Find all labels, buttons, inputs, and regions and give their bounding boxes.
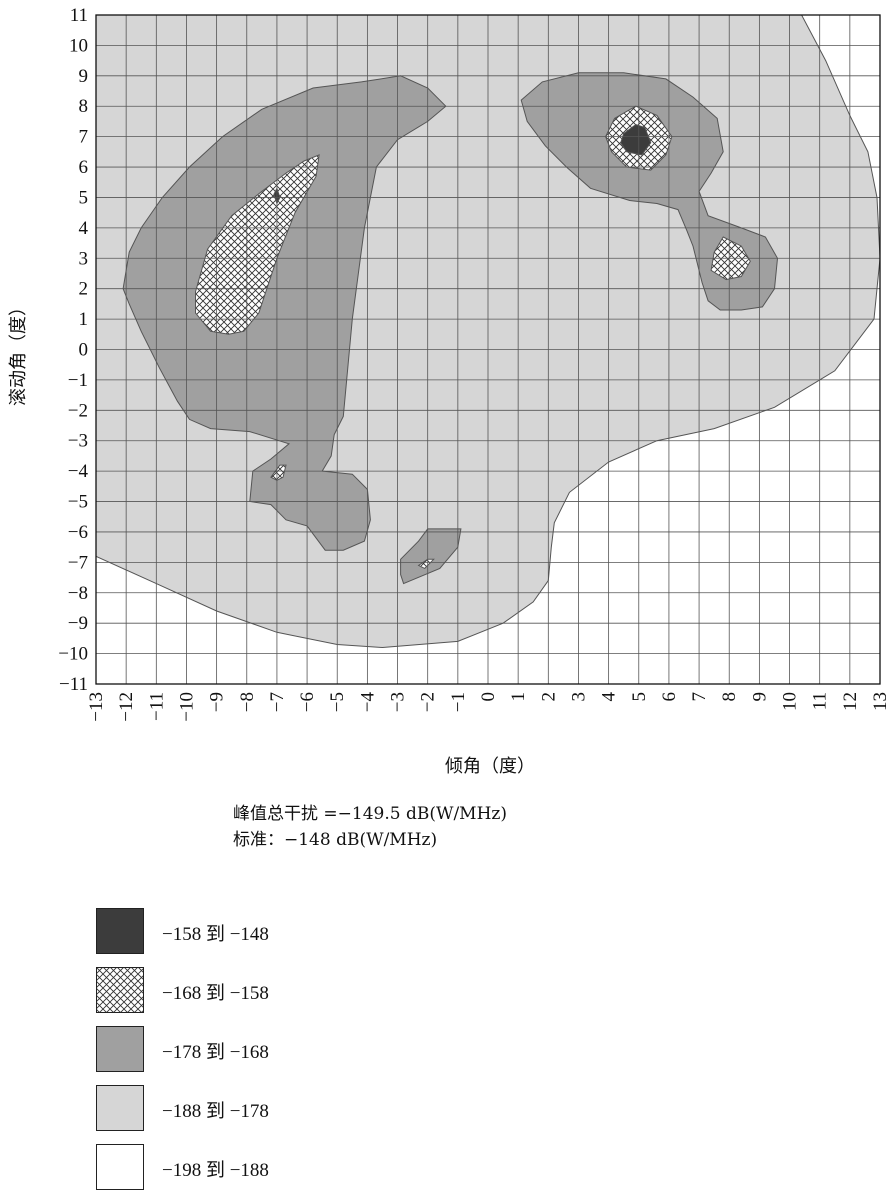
legend-swatch-fill bbox=[96, 908, 144, 954]
x-axis-label: 倾角（度） bbox=[445, 756, 535, 777]
y-tick-label: 2 bbox=[79, 279, 89, 300]
contour-region bbox=[620, 123, 652, 156]
x-tick-label: 6 bbox=[659, 692, 680, 702]
x-tick-label: 4 bbox=[599, 692, 620, 702]
x-tick-label: −5 bbox=[327, 692, 348, 712]
y-tick-label: −11 bbox=[59, 674, 88, 695]
y-tick-label: 8 bbox=[79, 96, 89, 117]
legend-label: −198 到 −188 bbox=[162, 1160, 269, 1181]
y-tick-label: −2 bbox=[68, 400, 88, 421]
legend-label: −158 到 −148 bbox=[162, 924, 269, 945]
y-tick-label: 3 bbox=[79, 248, 89, 269]
y-tick-label: −8 bbox=[68, 583, 88, 604]
x-tick-label: −10 bbox=[176, 692, 197, 722]
x-tick-label: −2 bbox=[418, 692, 439, 712]
standard-note: 标准：−148 dB(W/MHz) bbox=[233, 830, 438, 850]
x-tick-label: 0 bbox=[478, 692, 499, 702]
plot-frame bbox=[95, 14, 881, 685]
x-tick-label: −11 bbox=[146, 692, 167, 721]
y-tick-label: 11 bbox=[70, 5, 88, 26]
legend-swatch bbox=[96, 1144, 144, 1190]
legend-swatch-fill bbox=[96, 1144, 144, 1190]
legend-swatch bbox=[96, 967, 144, 1013]
y-tick-label: −4 bbox=[68, 461, 89, 482]
x-tick-label: −9 bbox=[207, 692, 228, 712]
y-tick-label: −7 bbox=[68, 552, 88, 573]
x-tick-label: −12 bbox=[116, 692, 137, 722]
x-tick-label: 1 bbox=[508, 692, 529, 702]
x-tick-label: 8 bbox=[719, 692, 740, 702]
legend-swatch bbox=[96, 908, 144, 954]
x-tick-label: −8 bbox=[237, 692, 258, 712]
peak-interference-note: 峰值总干扰 =−149.5 dB(W/MHz) bbox=[233, 804, 507, 824]
y-tick-label: 7 bbox=[79, 127, 89, 148]
y-tick-label: 9 bbox=[79, 66, 89, 87]
y-tick-label: 5 bbox=[79, 187, 89, 208]
y-axis-label: 滚动角（度） bbox=[8, 298, 29, 406]
contour-region bbox=[417, 558, 435, 570]
x-tick-label: 3 bbox=[568, 692, 589, 702]
x-tick-label: 12 bbox=[840, 692, 861, 711]
x-tick-label: 7 bbox=[689, 692, 710, 702]
y-tick-label: −9 bbox=[68, 613, 88, 634]
y-tick-label: −1 bbox=[68, 370, 88, 391]
legend-label: −178 到 −168 bbox=[162, 1042, 269, 1063]
x-tick-label: −6 bbox=[297, 692, 318, 712]
x-tick-label: 9 bbox=[749, 692, 770, 702]
y-tick-label: −3 bbox=[68, 431, 88, 452]
x-tick-label: −1 bbox=[448, 692, 469, 712]
y-tick-label: 1 bbox=[79, 309, 89, 330]
y-tick-label: 0 bbox=[79, 340, 89, 361]
x-tick-label: 2 bbox=[538, 692, 559, 702]
y-tick-label: −6 bbox=[68, 522, 88, 543]
x-tick-label: 13 bbox=[870, 692, 891, 711]
x-tick-label: 5 bbox=[629, 692, 650, 702]
y-tick-label: 4 bbox=[79, 218, 89, 239]
legend-label: −188 到 −178 bbox=[162, 1101, 269, 1122]
x-tick-label: 11 bbox=[810, 692, 831, 710]
legend-swatch bbox=[96, 1026, 144, 1072]
legend-swatch-fill bbox=[96, 967, 144, 1013]
y-tick-label: −10 bbox=[58, 644, 88, 665]
x-tick-labels: −13 −12 −11 −10 −9 −8 −7 −6 −5 −4 −3 −2 −1 0 1 2 3 4 5 6 7 8 9… bbox=[86, 692, 891, 722]
x-tick-label: −13 bbox=[86, 692, 107, 722]
legend-swatch bbox=[96, 1085, 144, 1131]
x-tick-label: 10 bbox=[780, 692, 801, 711]
y-tick-label: −5 bbox=[68, 492, 88, 513]
y-tick-label: 10 bbox=[69, 35, 88, 56]
x-tick-label: −7 bbox=[267, 692, 288, 712]
x-tick-label: −3 bbox=[388, 692, 409, 712]
contour-region bbox=[520, 72, 779, 311]
legend-label: −168 到 −158 bbox=[162, 983, 269, 1004]
legend-swatch-fill bbox=[96, 1085, 144, 1131]
y-tick-label: 6 bbox=[79, 157, 89, 178]
x-tick-label: −4 bbox=[357, 692, 378, 713]
legend-swatch-fill bbox=[96, 1026, 144, 1072]
